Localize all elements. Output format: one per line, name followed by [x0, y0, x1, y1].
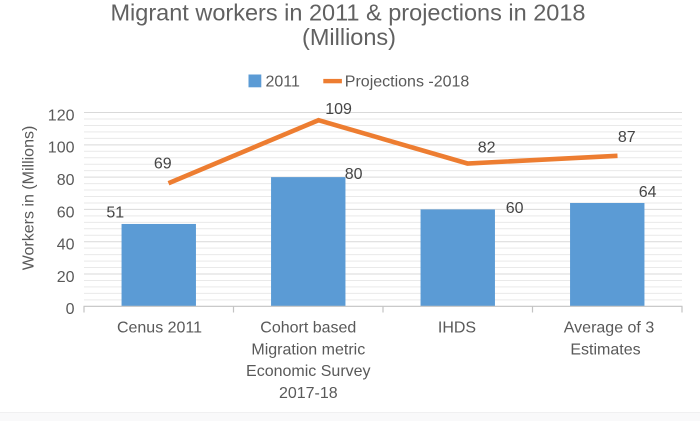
- svg-text:20: 20: [57, 269, 75, 286]
- svg-text:2017-18: 2017-18: [279, 385, 338, 402]
- svg-text:64: 64: [639, 184, 657, 201]
- svg-text:0: 0: [66, 301, 75, 318]
- svg-text:60: 60: [506, 200, 524, 217]
- svg-text:Cenus 2011: Cenus 2011: [117, 320, 202, 337]
- svg-text:60: 60: [57, 204, 75, 221]
- svg-text:80: 80: [345, 166, 363, 183]
- svg-text:Cohort based: Cohort based: [260, 320, 356, 337]
- svg-text:Average of 3: Average of 3: [564, 320, 655, 337]
- svg-text:69: 69: [154, 156, 172, 173]
- svg-text:109: 109: [325, 101, 352, 118]
- svg-text:Estimates: Estimates: [570, 341, 640, 358]
- svg-text:120: 120: [48, 107, 75, 124]
- svg-text:80: 80: [57, 172, 75, 189]
- svg-text:Migrant workers in 2011 & proj: Migrant workers in 2011 & projections in…: [110, 0, 585, 25]
- svg-text:82: 82: [478, 140, 496, 157]
- svg-text:Projections -2018: Projections -2018: [345, 74, 470, 91]
- svg-text:Workers in (Millions): Workers in (Millions): [21, 126, 38, 271]
- svg-text:Economic Survey: Economic Survey: [246, 363, 371, 380]
- svg-text:Migration metric: Migration metric: [251, 341, 365, 358]
- svg-text:51: 51: [106, 204, 124, 221]
- svg-text:40: 40: [57, 237, 75, 254]
- svg-text:IHDS: IHDS: [438, 320, 476, 337]
- svg-text:(Millions): (Millions): [302, 24, 396, 50]
- svg-text:87: 87: [618, 129, 636, 146]
- svg-text:100: 100: [48, 140, 75, 157]
- svg-text:2011: 2011: [266, 74, 301, 91]
